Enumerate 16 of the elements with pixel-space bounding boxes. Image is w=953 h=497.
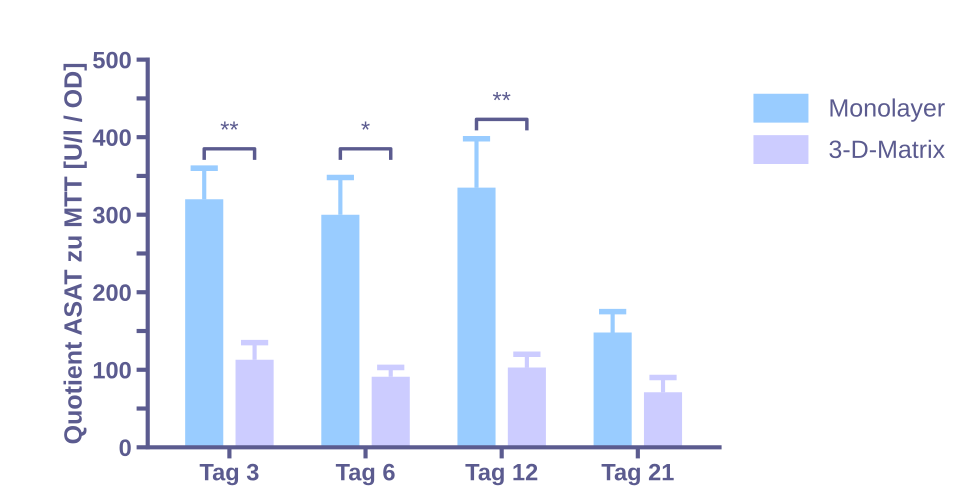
annotation: * bbox=[361, 121, 370, 130]
legend-label: 3-D-Matrix bbox=[829, 140, 945, 158]
x-tick-label: Tag 12 bbox=[465, 464, 538, 486]
annotation: ** bbox=[220, 121, 238, 130]
y-tick-label: 100 bbox=[94, 362, 131, 379]
legend-label: Monolayer bbox=[830, 98, 945, 122]
annotation: ** bbox=[492, 92, 511, 100]
y-tick-label: 300 bbox=[92, 206, 131, 224]
y-tick-label: 500 bbox=[93, 52, 131, 68]
y-axis-title: Quotient ASAT zu MTT [U/l / OD] bbox=[63, 64, 87, 444]
y-tick-label: 400 bbox=[92, 129, 131, 146]
x-tick-label: Tag 3 bbox=[200, 464, 259, 486]
x-tick-label: Tag 6 bbox=[336, 464, 395, 486]
y-tick-label: 200 bbox=[93, 284, 131, 302]
x-tick-label: Tag 21 bbox=[602, 464, 674, 486]
y-tick-label: 0 bbox=[120, 439, 131, 456]
